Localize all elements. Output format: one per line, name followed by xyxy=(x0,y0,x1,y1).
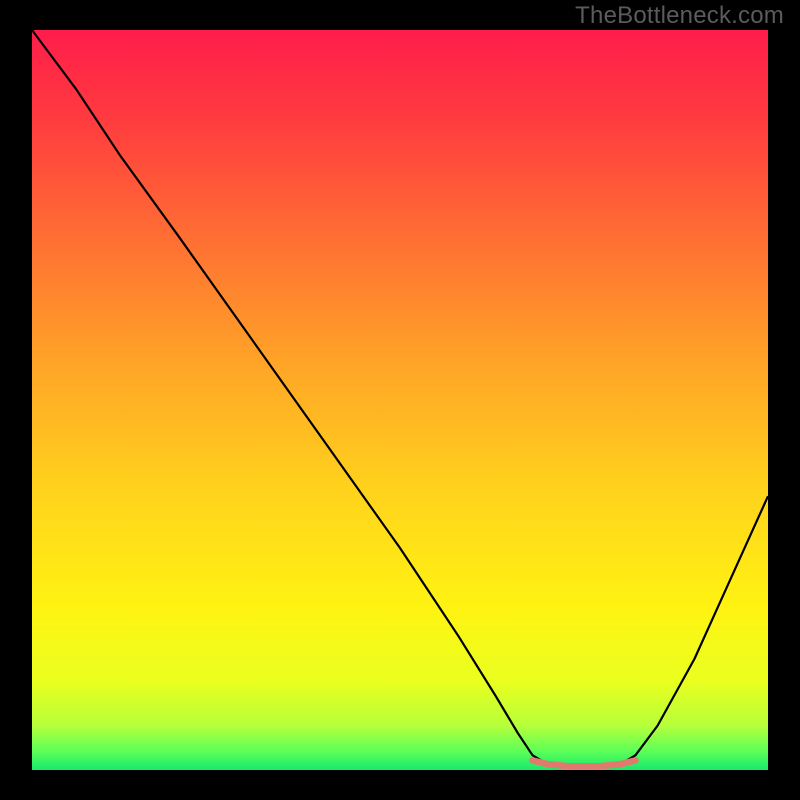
watermark-text: TheBottleneck.com xyxy=(575,2,784,30)
bottleneck-curve xyxy=(32,30,768,767)
chart-frame: TheBottleneck.com xyxy=(0,0,800,800)
optimal-range-highlight xyxy=(532,760,635,766)
plot-area xyxy=(32,30,768,770)
curve-layer xyxy=(32,30,768,770)
